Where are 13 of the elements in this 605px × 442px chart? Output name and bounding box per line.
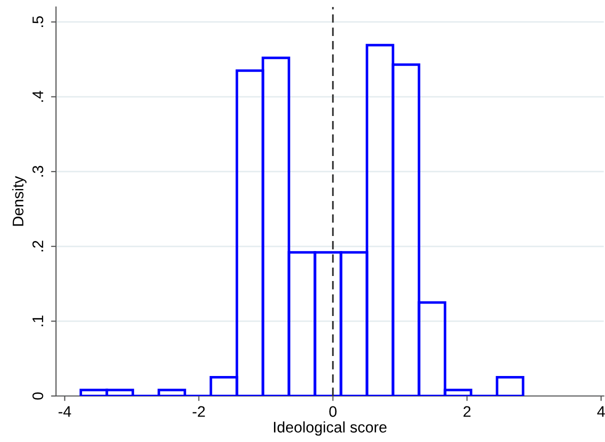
y-tick-label: .2 [32,240,44,252]
x-tick-label: 4 [597,406,605,417]
x-axis-title: Ideological score [274,421,387,436]
x-tick-label: 0 [329,406,337,417]
y-tick-label: 0 [32,392,44,400]
y-tick-label: .4 [32,90,44,102]
x-tick-label: 2 [464,406,470,417]
y-tick-label: .5 [32,16,44,27]
x-tick-label: -4 [58,406,72,417]
y-axis-title: Density [12,176,26,226]
x-tick-label: -2 [192,406,205,417]
y-tick-label: .1 [32,316,44,326]
y-tick-label: .3 [32,166,44,177]
